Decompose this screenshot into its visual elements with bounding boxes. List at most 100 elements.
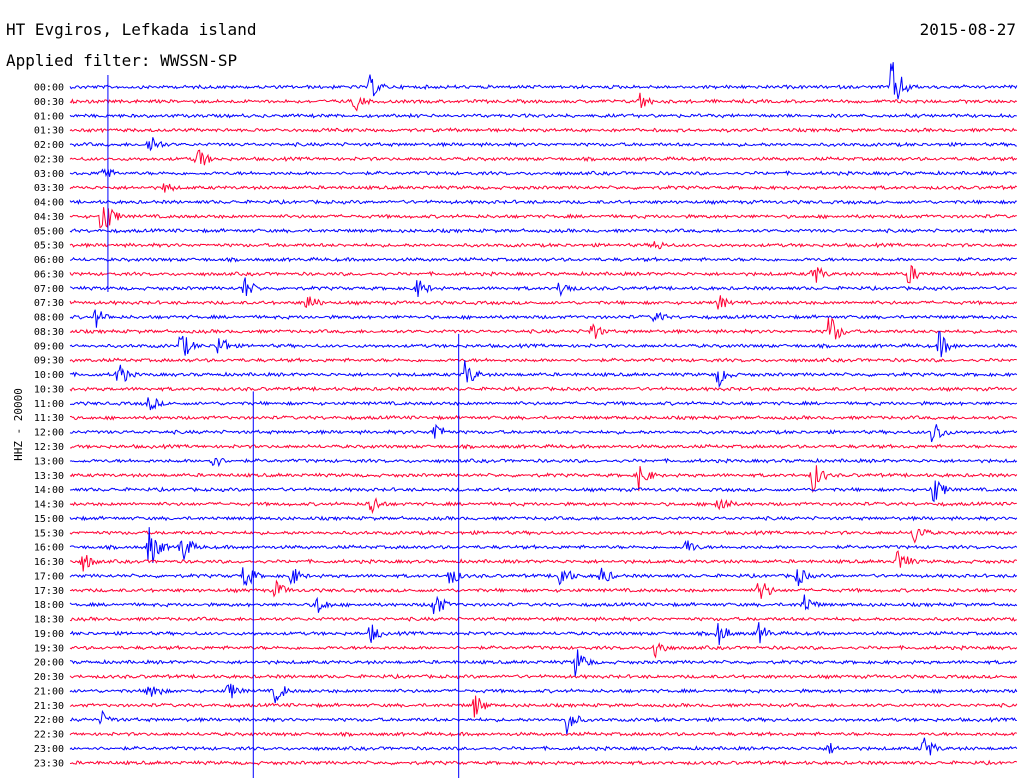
row-time-label: 15:00	[34, 514, 64, 525]
trace-1730	[69, 579, 1018, 599]
trace-0430	[69, 207, 1017, 229]
trace-1900	[69, 622, 1018, 646]
row-time-label: 05:00	[34, 226, 64, 237]
row-time-label: 05:30	[34, 241, 64, 252]
trace-1700	[69, 567, 1018, 587]
row-time-label: 01:30	[34, 126, 64, 137]
trace-0330	[69, 183, 1018, 193]
trace-1930	[69, 642, 1018, 659]
row-time-label: 10:30	[34, 384, 64, 395]
row-time-label: 13:00	[34, 456, 64, 467]
trace-1630	[70, 550, 1018, 572]
trace-0500	[69, 227, 1018, 234]
trace-1230	[69, 443, 1018, 450]
row-time-label: 12:30	[34, 442, 64, 453]
row-time-label: 07:30	[34, 298, 64, 309]
trace-1100	[70, 397, 1018, 411]
row-time-label: 20:00	[34, 658, 64, 669]
trace-1800	[69, 594, 1018, 615]
trace-1200	[69, 423, 1018, 443]
trace-2230	[69, 731, 1017, 738]
row-time-label: 20:30	[34, 672, 64, 683]
row-time-label: 22:30	[34, 730, 64, 741]
trace-0100	[69, 112, 1017, 119]
row-time-label: 09:30	[34, 356, 64, 367]
row-time-label: 04:00	[34, 198, 64, 209]
trace-0630	[69, 264, 1018, 284]
filter-subtitle: Applied filter: WWSSN-SP	[6, 51, 238, 70]
station-title: HT Evgiros, Lefkada island	[6, 20, 257, 39]
row-time-label: 19:30	[34, 643, 64, 654]
row-time-label: 11:30	[34, 413, 64, 424]
row-time-label: 03:30	[34, 183, 64, 194]
row-time-label: 18:30	[34, 615, 64, 626]
trace-2100	[69, 683, 1018, 704]
trace-0700	[69, 277, 1017, 298]
row-time-label: 19:00	[34, 629, 64, 640]
trace-1430	[69, 497, 1017, 515]
trace-0800	[69, 309, 1018, 328]
trace-2200	[69, 709, 1017, 735]
trace-2000	[69, 649, 1017, 677]
trace-0200	[69, 137, 1017, 152]
trace-0400	[69, 198, 1017, 206]
trace-1400	[69, 480, 1018, 503]
trace-1500	[69, 515, 1018, 522]
date-label: 2015-08-27	[919, 20, 1016, 39]
trace-0930	[69, 357, 1017, 363]
row-time-label: 23:30	[34, 758, 64, 769]
trace-2330	[69, 759, 1018, 766]
row-time-label: 06:30	[34, 269, 64, 280]
row-time-label: 04:30	[34, 212, 64, 223]
trace-1830	[69, 616, 1017, 623]
row-time-label: 16:30	[34, 557, 64, 568]
trace-2130	[69, 695, 1018, 718]
trace-0030	[69, 92, 1018, 112]
trace-2300	[69, 737, 1018, 756]
trace-0730	[69, 295, 1018, 310]
row-time-label: 11:00	[34, 399, 64, 410]
row-time-label: 21:00	[34, 686, 64, 697]
trace-1300	[69, 457, 1018, 468]
row-time-label: 18:00	[34, 600, 64, 611]
trace-0830	[69, 317, 1018, 340]
row-time-label: 14:00	[34, 485, 64, 496]
trace-0900	[69, 331, 1017, 358]
trace-1330	[69, 465, 1018, 493]
row-time-label: 10:00	[34, 370, 64, 381]
row-time-label: 17:00	[34, 571, 64, 582]
row-time-label: 13:30	[34, 471, 64, 482]
trace-0600	[69, 256, 1017, 263]
row-time-label: 12:00	[34, 428, 64, 439]
trace-0300	[69, 168, 1017, 178]
row-time-label: 08:00	[34, 313, 64, 324]
row-time-label: 06:00	[34, 255, 64, 266]
trace-1000	[69, 360, 1018, 389]
trace-2030	[69, 673, 1018, 680]
row-time-label: 00:00	[34, 83, 64, 94]
row-time-label: 08:30	[34, 327, 64, 338]
trace-1130	[69, 414, 1018, 421]
row-time-label: 09:00	[34, 341, 64, 352]
row-time-label: 14:30	[34, 500, 64, 511]
trace-0000	[69, 62, 1018, 100]
row-time-label: 03:00	[34, 169, 64, 180]
trace-1600	[69, 527, 1018, 563]
trace-0130	[69, 127, 1017, 134]
row-time-label: 23:00	[34, 744, 64, 755]
row-time-label: 02:30	[34, 154, 64, 165]
row-time-label: 01:00	[34, 111, 64, 122]
trace-0530	[69, 241, 1018, 250]
trace-1030	[69, 385, 1018, 392]
row-time-label: 16:00	[34, 543, 64, 554]
trace-1530	[69, 528, 1018, 544]
trace-0230	[69, 149, 1018, 166]
row-time-label: 15:30	[34, 528, 64, 539]
row-time-label: 07:00	[34, 284, 64, 295]
row-time-label: 00:30	[34, 97, 64, 108]
row-time-label: 21:30	[34, 701, 64, 712]
row-time-label: 02:00	[34, 140, 64, 151]
row-time-label: 17:30	[34, 586, 64, 597]
row-time-label: 22:00	[34, 715, 64, 726]
